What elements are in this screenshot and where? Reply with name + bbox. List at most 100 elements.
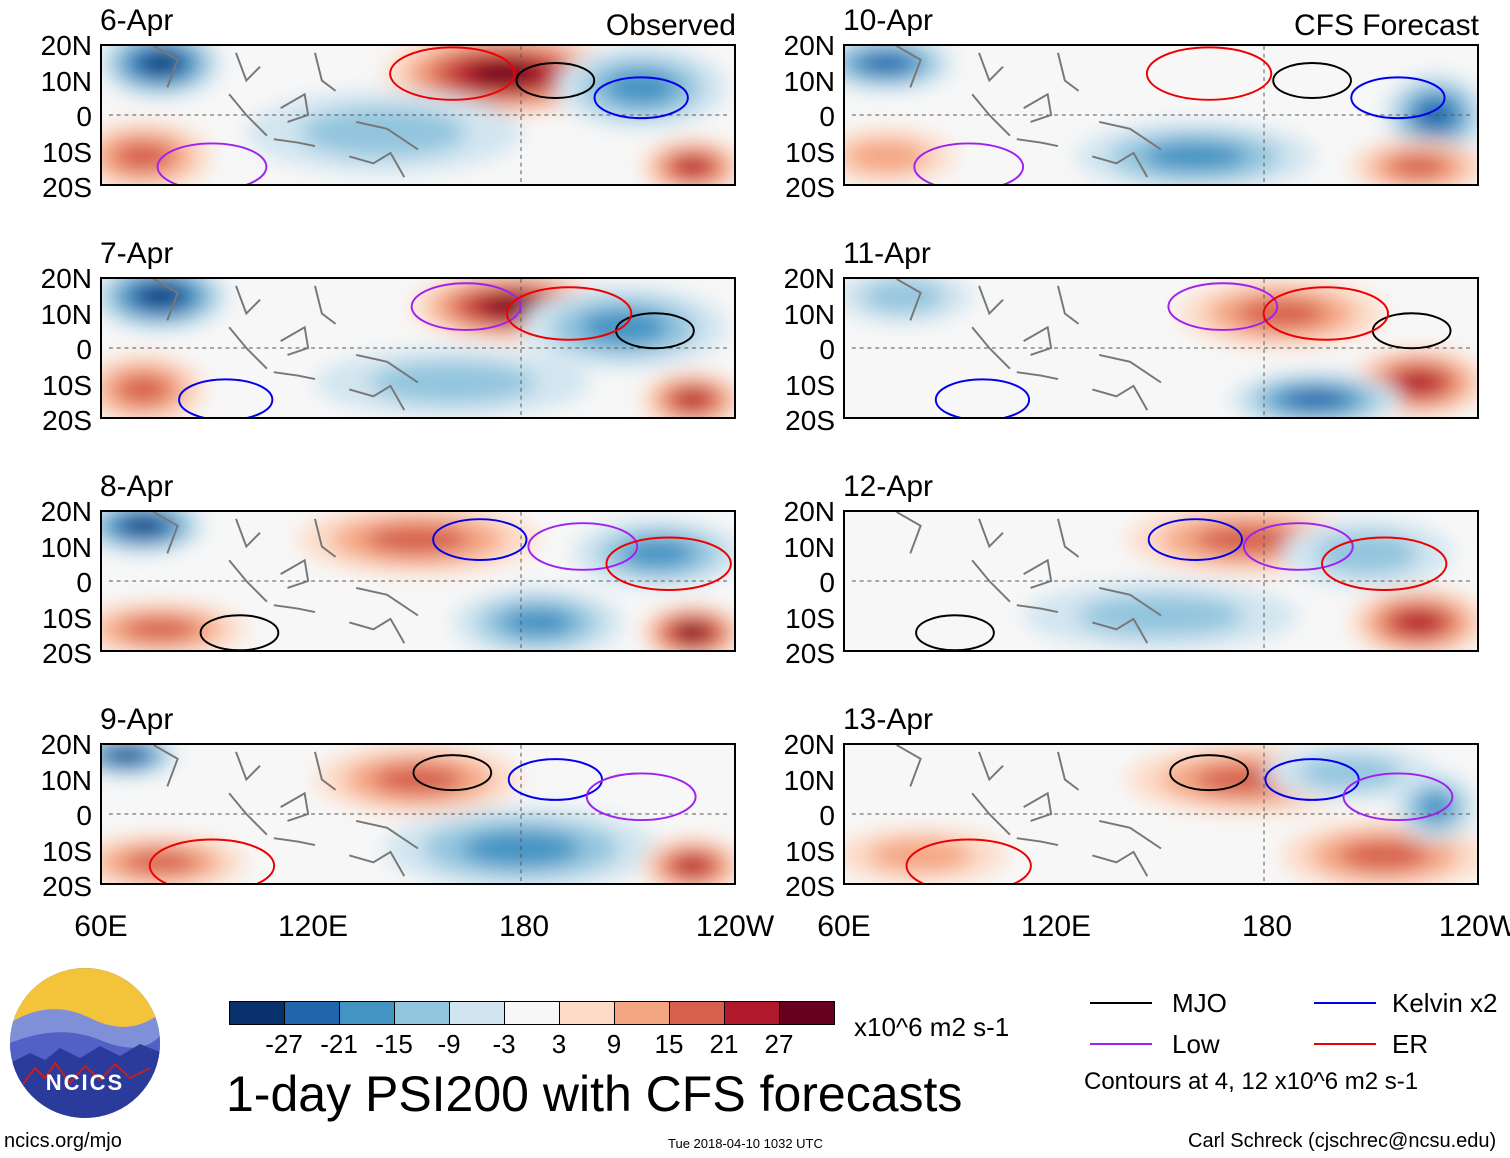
colorbar-tick-label: 3 [551, 1029, 567, 1059]
map-svg [102, 745, 734, 883]
panel-date-label: 13-Apr [843, 703, 934, 736]
colorbar-tick-label: 27 [764, 1029, 794, 1059]
colorbar-tick-label: 15 [654, 1029, 684, 1059]
contour-low [527, 522, 639, 571]
anomaly-blob [845, 139, 928, 173]
coastline [896, 46, 1162, 178]
legend-line-mjo [1090, 1002, 1152, 1004]
y-tick-label: 20N [40, 263, 92, 294]
contour-er [389, 46, 516, 101]
map-panel [100, 743, 736, 885]
contour-mjo [1169, 754, 1249, 792]
legend-line-kelvin [1314, 1002, 1376, 1004]
panel-date-label: 10-Apr [843, 4, 934, 37]
map-panel [100, 277, 736, 419]
anomaly-blob [373, 764, 463, 795]
colorbar-tick-label: -27 [265, 1029, 303, 1059]
y-tick-label: 20S [785, 405, 835, 436]
colorbar-swatch [669, 1001, 725, 1025]
colorbar-tick-label: -9 [437, 1029, 461, 1059]
anomaly-blob [1418, 792, 1454, 822]
colorbar-tick-label: -15 [375, 1029, 413, 1059]
y-tick-label: 20N [783, 729, 835, 760]
contour-mjo [1272, 62, 1352, 99]
coastline [153, 745, 419, 877]
y-tick-label: 20S [42, 638, 92, 669]
anomaly-field [102, 279, 734, 417]
panel-date-label: 11-Apr [843, 237, 931, 270]
contour-er [605, 536, 732, 591]
anomaly-blob [471, 62, 537, 85]
timestamp: Tue 2018-04-10 1032 UTC [668, 1136, 823, 1151]
anomaly-blob [863, 54, 910, 73]
y-tick-label: 0 [819, 334, 835, 365]
y-tick-label: 10N [783, 764, 835, 796]
contour-low [410, 282, 522, 331]
x-tick-label: 180 [498, 910, 550, 943]
anomaly-blob [1315, 532, 1419, 575]
contour-mjo [1371, 312, 1452, 350]
contour-er [905, 838, 1032, 883]
forecast-label: CFS Forecast [1293, 9, 1479, 42]
y-tick-label: 10N [40, 65, 92, 97]
y-tick-label: 10S [785, 136, 835, 168]
contour-low [1342, 772, 1454, 822]
y-tick-label: 10N [783, 531, 835, 563]
contour-mjo [199, 614, 280, 650]
y-tick-label: 10N [40, 764, 92, 796]
anomaly-blob [1340, 840, 1429, 871]
colorbar-tick-label: -3 [492, 1029, 516, 1059]
y-tick-label: 10S [785, 602, 835, 634]
y-tick-label: 10N [40, 531, 92, 563]
observed-label: Observed [605, 9, 736, 42]
contour-er [1145, 46, 1273, 101]
contour-low [585, 772, 697, 822]
anomaly-field [845, 745, 1477, 883]
anomaly-blob [604, 69, 678, 106]
x-tick-label: 120W [695, 910, 775, 943]
y-tick-label: 10S [42, 835, 92, 867]
colorbar-swatch [449, 1001, 505, 1025]
legend-line-low [1090, 1043, 1152, 1045]
y-tick-label: 20N [783, 263, 835, 294]
coastline [896, 279, 1162, 411]
colorbar-swatch [614, 1001, 670, 1025]
website-link[interactable]: ncics.org/mjo [4, 1130, 122, 1152]
coastline [153, 46, 419, 178]
anomaly-blob [301, 107, 467, 158]
anomaly-blob [126, 518, 161, 534]
contour-low [913, 142, 1025, 184]
contour-kelvin-x2 [593, 76, 689, 120]
anomaly-blob [1395, 371, 1442, 394]
y-tick-label: 10N [783, 298, 835, 330]
y-tick-label: 0 [76, 800, 92, 831]
coastline [153, 512, 419, 644]
anomaly-blob [112, 749, 141, 761]
contour-er [1262, 286, 1389, 341]
y-tick-label: 0 [76, 334, 92, 365]
map-panel [843, 277, 1479, 419]
coastline [153, 279, 419, 411]
y-tick-label: 20N [40, 496, 92, 527]
y-tick-label: 0 [819, 567, 835, 598]
y-tick-label: 0 [819, 101, 835, 132]
panel-date-label: 9-Apr [100, 703, 174, 736]
main-title: 1-day PSI200 with CFS forecasts [226, 1066, 963, 1122]
map-panel [100, 44, 736, 186]
anomaly-blob [369, 361, 535, 404]
anomaly-blob [501, 607, 575, 638]
anomaly-blob [1389, 154, 1448, 179]
anomaly-blob [123, 617, 198, 642]
x-tick-label: 120E [277, 910, 349, 943]
map-panel [100, 510, 736, 652]
anomaly-blob [123, 850, 198, 875]
y-tick-label: 20N [40, 30, 92, 61]
anomaly-blob [366, 524, 470, 555]
y-tick-label: 20N [783, 496, 835, 527]
map-panel [843, 510, 1479, 652]
anomaly-field [102, 745, 734, 883]
y-tick-label: 0 [76, 567, 92, 598]
coastline [896, 745, 1162, 877]
x-tick-label: 120E [1020, 910, 1092, 943]
colorbar-swatch [284, 1001, 340, 1025]
